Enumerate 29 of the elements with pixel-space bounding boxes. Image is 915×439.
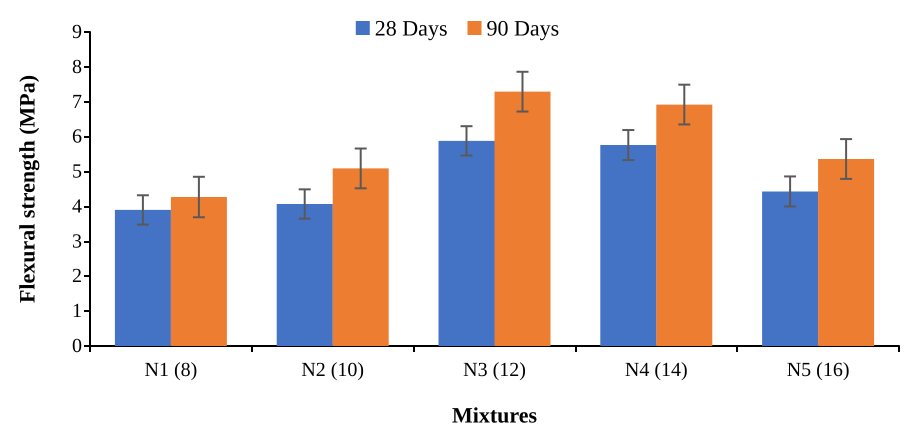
bar (656, 104, 712, 346)
y-tick-label: 1 (72, 300, 82, 322)
bar (438, 140, 494, 346)
x-tick-label: N1 (8) (144, 359, 198, 381)
y-tick-label: 9 (72, 21, 82, 43)
y-tick-label: 7 (72, 90, 82, 113)
y-tick-label: 3 (72, 230, 82, 252)
bar (600, 145, 656, 346)
bar (818, 158, 874, 346)
y-tick-label: 5 (72, 160, 82, 183)
y-axis-title: Flexural strength (MPa) (14, 74, 40, 304)
x-tick-label: N5 (16) (786, 359, 850, 381)
bar (762, 191, 818, 346)
bar (276, 204, 333, 346)
x-tick-label: N3 (12) (463, 359, 526, 381)
y-tick-label: 0 (72, 335, 82, 357)
y-tick-label: 8 (72, 56, 82, 78)
y-tick-label: 2 (72, 265, 82, 288)
legend-label: 90 Days (486, 16, 560, 40)
x-tick-label: N4 (14) (624, 359, 688, 381)
bar (494, 92, 550, 346)
y-tick-label: 6 (72, 126, 82, 148)
x-axis-title: Mixtures (452, 402, 538, 428)
bar (114, 210, 171, 346)
bar (332, 168, 389, 346)
legend-label: 28 Days (374, 16, 448, 40)
bar (170, 197, 227, 346)
y-tick-label: 4 (72, 195, 82, 218)
x-tick-label: N2 (10) (301, 359, 364, 381)
